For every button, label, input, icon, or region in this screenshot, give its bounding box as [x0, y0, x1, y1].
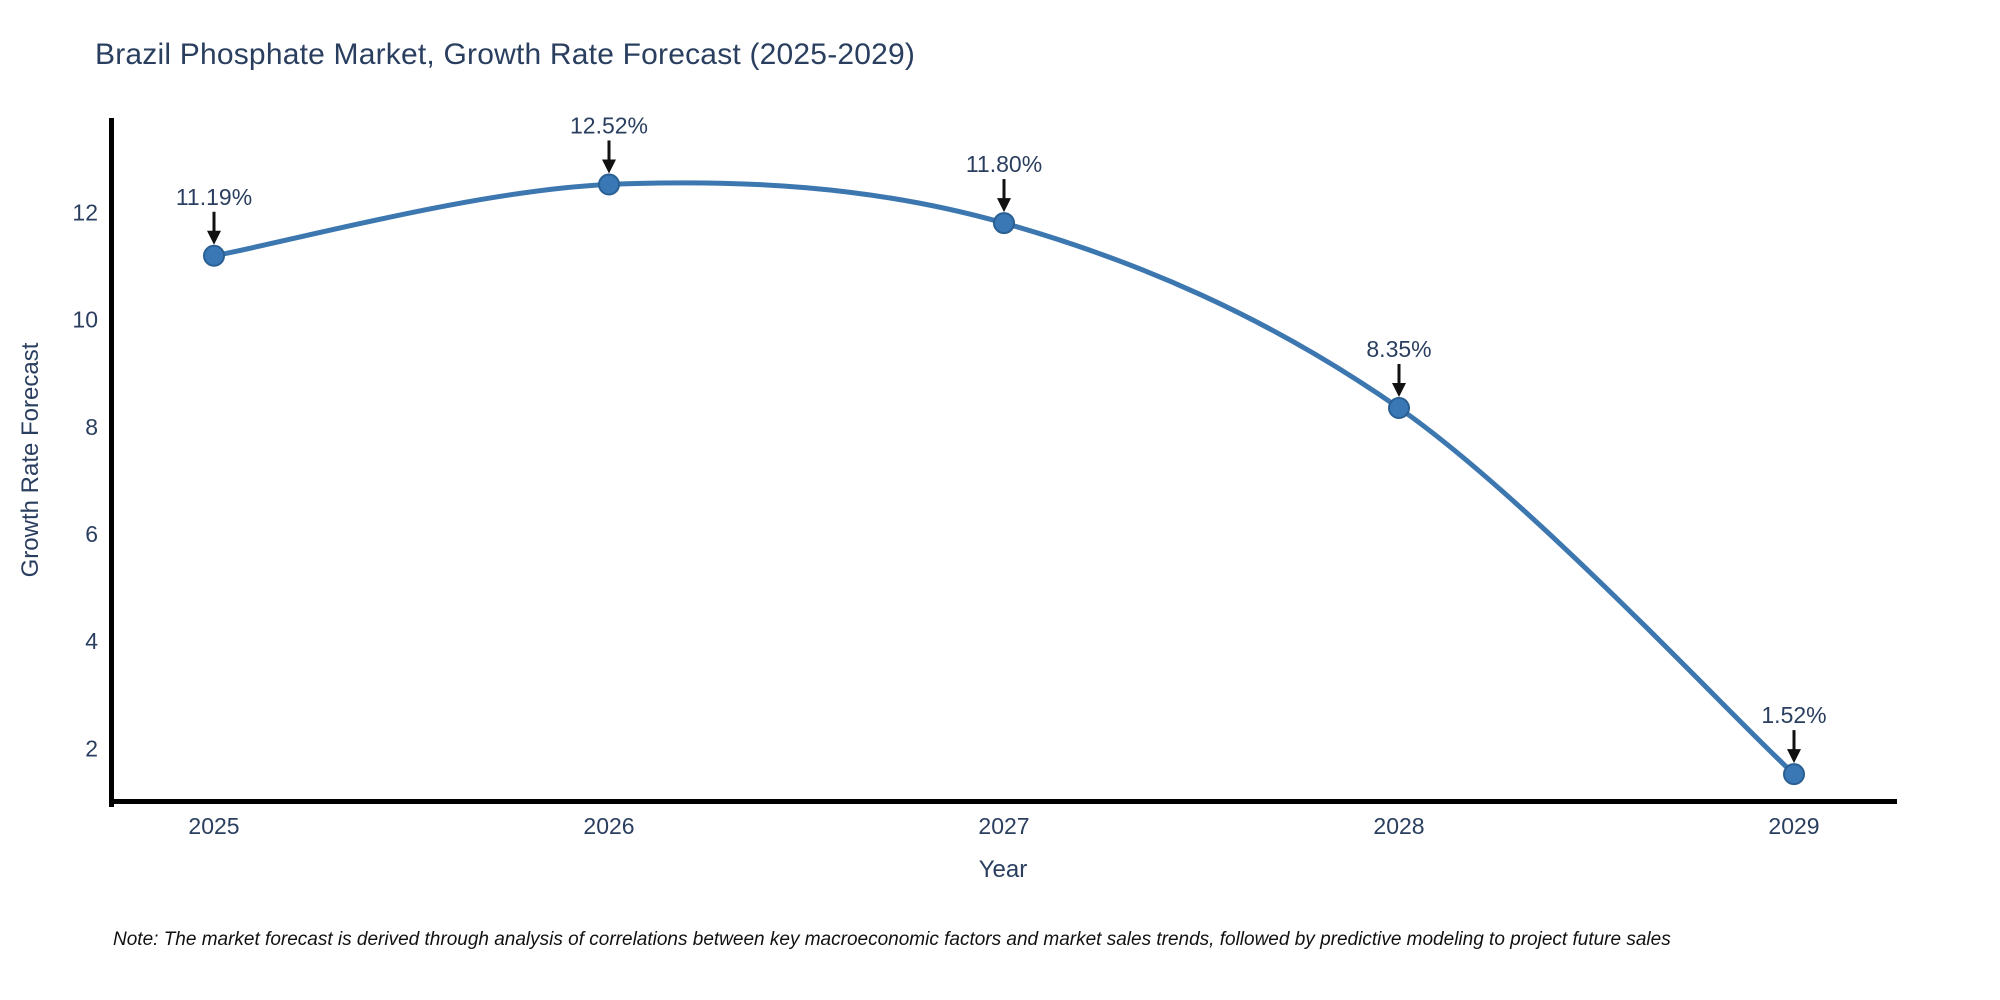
y-tick-label: 12: [72, 199, 98, 225]
x-axis-line: [109, 799, 1897, 804]
forecast-line: [211, 180, 1797, 777]
data-point-marker: [598, 173, 620, 196]
annotation-arrowhead: [207, 230, 221, 245]
y-tick-label: 2: [85, 735, 98, 761]
annotation-arrowhead: [1787, 749, 1801, 764]
y-tick-label: 8: [85, 414, 98, 440]
y-tick-label: 6: [85, 521, 98, 547]
chart-title: Brazil Phosphate Market, Growth Rate For…: [95, 38, 916, 71]
y-tick-label: 4: [85, 628, 98, 654]
y-axis-line: [109, 118, 114, 807]
x-tick-label: 2028: [1373, 813, 1424, 839]
x-tick-label: 2026: [583, 813, 634, 839]
data-point-marker: [993, 212, 1015, 235]
data-point-marker: [203, 244, 225, 267]
point-value-label: 8.35%: [1366, 336, 1431, 362]
x-tick-label: 2029: [1768, 813, 1819, 839]
point-value-label: 11.80%: [966, 151, 1042, 177]
point-value-label: 1.52%: [1761, 702, 1826, 728]
point-value-label: 12.52%: [570, 112, 648, 138]
annotation-arrowhead: [1392, 383, 1406, 398]
x-tick-label: 2025: [188, 813, 239, 839]
footnote: Note: The market forecast is derived thr…: [113, 929, 1671, 950]
x-tick-label: 2027: [978, 813, 1029, 839]
data-point-marker: [1388, 397, 1410, 420]
data-point-marker: [1783, 763, 1805, 786]
point-value-label: 11.19%: [176, 184, 252, 210]
annotation-arrowhead: [997, 198, 1011, 213]
y-tick-label: 10: [72, 307, 98, 333]
x-axis-title: Year: [978, 856, 1028, 883]
y-axis-title: Growth Rate Forecast: [17, 342, 44, 578]
annotation-arrowhead: [602, 159, 616, 174]
